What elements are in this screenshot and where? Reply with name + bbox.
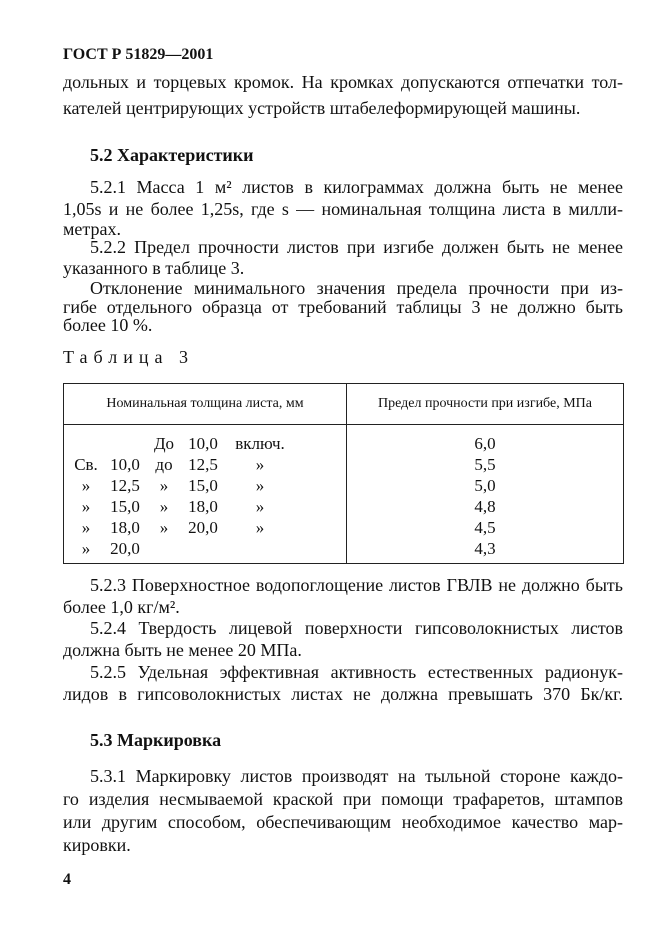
range-cell: » — [159, 518, 169, 537]
text-line: лидов в гипсоволокнистых листах не должн… — [63, 684, 623, 704]
text-line: кировки. — [63, 835, 131, 855]
range-cell: Св. — [74, 455, 98, 474]
section-title: 5.2 Характеристики — [90, 145, 254, 165]
thickness-range: » 15,0 » 18,0 » — [65, 496, 345, 517]
thickness-range: Св. 10,0 до 12,5 » — [65, 454, 345, 475]
strength-value: 6,0 — [474, 434, 496, 453]
text-line: более 10 %. — [63, 315, 153, 335]
range-cell — [147, 538, 181, 559]
range-cell: 12,5 — [188, 455, 218, 474]
range-cell: До — [153, 434, 175, 453]
range-cell: » — [159, 476, 169, 495]
document-header: ГОСТ Р 51829—2001 — [63, 46, 214, 63]
section-title: 5.3 Маркировка — [90, 730, 222, 750]
range-cell — [181, 538, 225, 559]
range-cell: 10,0 — [188, 434, 218, 453]
range-cell: » — [81, 539, 91, 558]
thickness-range: До 10,0 включ. — [65, 433, 345, 454]
range-cell: » — [255, 497, 265, 516]
thickness-range: » 18,0 » 20,0 » — [65, 517, 345, 538]
strength-column: 6,0 5,5 5,0 4,8 4,5 4,3 — [346, 424, 624, 564]
text-line: 5.2.4 Твердость лицевой поверхности гипс… — [90, 618, 623, 638]
text-line: более 1,0 кг/м². — [63, 597, 180, 617]
range-cell: » — [255, 518, 265, 537]
strength-value: 4,5 — [474, 518, 496, 537]
strength-value: 5,0 — [474, 476, 496, 495]
strength-table: Номинальная толщина листа, мм Предел про… — [63, 383, 624, 564]
range-cell: 15,0 — [188, 476, 218, 495]
text-line: го изделия несмываемой краской при помощ… — [63, 789, 623, 809]
strength-value: 5,5 — [474, 455, 496, 474]
column-header: Предел прочности при изгибе, МПа — [346, 383, 624, 425]
thickness-range: » 12,5 » 15,0 » — [65, 475, 345, 496]
range-cell: 12,5 — [110, 476, 140, 495]
range-cell: 10,0 — [110, 455, 140, 474]
text-line: 1,05s и не более 1,25s, где s — номиналь… — [63, 199, 623, 219]
text-line: кателей центрирующих устройств штабелефо… — [63, 98, 581, 118]
range-cell: » — [255, 455, 265, 474]
range-cell — [69, 433, 103, 454]
text-line: метрах. — [63, 219, 121, 239]
text-line: гибе отдельного образца от требований та… — [63, 297, 623, 317]
range-cell: 20,0 — [188, 518, 218, 537]
text-line: дольных и торцевых кромок. На кромках до… — [63, 72, 623, 92]
range-cell: » — [255, 476, 265, 495]
text-line: или другим способом, обеспечивающим необ… — [63, 812, 623, 832]
range-cell — [103, 433, 147, 454]
text-line: должна быть не менее 20 МПа. — [63, 640, 302, 660]
range-cell: до — [155, 455, 173, 474]
text-line: указанного в таблице 3. — [63, 258, 245, 278]
range-cell: » — [81, 476, 91, 495]
text-line: 5.2.2 Предел прочности листов при изгибе… — [90, 237, 623, 257]
range-cell: » — [81, 518, 91, 537]
strength-value: 4,3 — [474, 539, 496, 558]
strength-value: 4,8 — [474, 497, 496, 516]
page-number: 4 — [63, 871, 71, 888]
text-line: 5.3.1 Маркировку листов производят на ты… — [90, 766, 623, 786]
range-cell: 15,0 — [110, 497, 140, 516]
range-cell: 18,0 — [188, 497, 218, 516]
range-cell: включ. — [235, 434, 285, 453]
text-line: 5.2.1 Масса 1 м² листов в килограммах до… — [90, 177, 623, 197]
text-line: 5.2.5 Удельная эффективная активность ес… — [90, 662, 623, 682]
range-cell: 20,0 — [110, 539, 140, 558]
text-line: 5.2.3 Поверхностное водопоглощение листо… — [90, 575, 623, 595]
column-header: Номинальная толщина листа, мм — [63, 383, 347, 425]
text-line: Отклонение минимального значения предела… — [90, 278, 623, 298]
range-cell: » — [81, 497, 91, 516]
table-caption: Таблица 3 — [63, 347, 194, 367]
range-cell: » — [159, 497, 169, 516]
range-cell: 18,0 — [110, 518, 140, 537]
thickness-column: До 10,0 включ. Св. 10,0 до 12,5 » » 12,5 » 15,0 » » 15… — [63, 424, 347, 564]
range-cell — [225, 538, 295, 559]
thickness-range: » 20,0 — [65, 538, 345, 559]
